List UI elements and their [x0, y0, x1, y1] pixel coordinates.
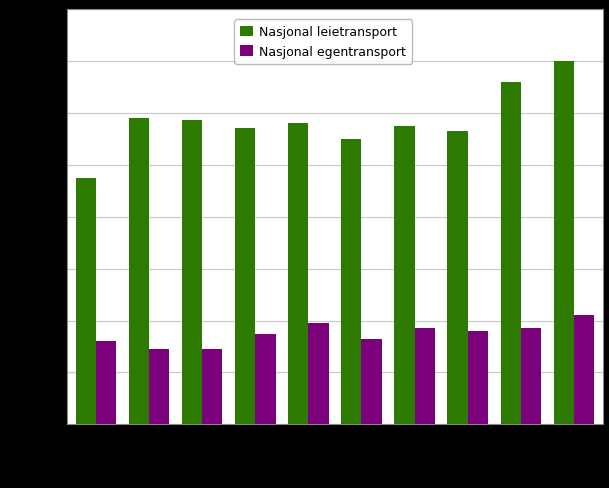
Bar: [468, 331, 488, 425]
Bar: [521, 328, 541, 425]
Bar: [96, 342, 116, 425]
Bar: [395, 126, 415, 425]
Bar: [554, 61, 574, 425]
Bar: [129, 119, 149, 425]
Bar: [76, 178, 96, 425]
Legend: Nasjonal leietransport, Nasjonal egentransport: Nasjonal leietransport, Nasjonal egentra…: [234, 20, 412, 65]
Bar: [341, 140, 362, 425]
Bar: [255, 334, 275, 425]
Bar: [574, 316, 594, 425]
Bar: [448, 132, 468, 425]
Bar: [288, 124, 308, 425]
Bar: [415, 328, 435, 425]
Bar: [202, 349, 222, 425]
Bar: [235, 129, 255, 425]
Bar: [308, 324, 329, 425]
Bar: [501, 82, 521, 425]
Bar: [362, 339, 382, 425]
Bar: [182, 121, 202, 425]
Bar: [149, 349, 169, 425]
